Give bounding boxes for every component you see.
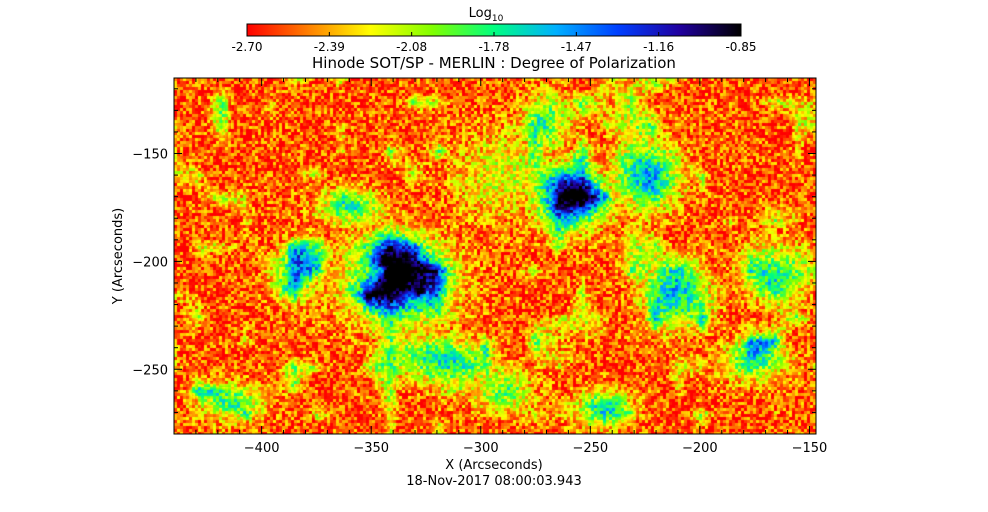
x-axis-label: X (Arcseconds)	[445, 458, 542, 473]
x-tick-label: −350	[353, 441, 389, 456]
plot-frame	[173, 77, 817, 435]
y-tick-label: −200	[132, 255, 168, 270]
timestamp: 18-Nov-2017 08:00:03.943	[406, 474, 582, 489]
colorbar-tick-label: -1.78	[478, 40, 509, 54]
colorbar-ticks: -2.70 -2.39 -2.08 -1.78 -1.47 -1.16 -0.85	[231, 32, 757, 54]
x-tick-label: −250	[572, 441, 608, 456]
x-tick-label: −300	[463, 441, 499, 456]
chart-title: Hinode SOT/SP - MERLIN : Degree of Polar…	[312, 54, 676, 72]
x-tick-label: −400	[244, 441, 280, 456]
heatmap-area	[174, 78, 816, 434]
colorbar-tick-label: -1.47	[561, 40, 592, 54]
y-axis: −150 −200 −250	[132, 88, 816, 413]
colorbar-tick-label: -2.08	[396, 40, 427, 54]
x-tick-label: −150	[792, 441, 828, 456]
colorbar-tick-label: -0.85	[725, 40, 756, 54]
y-tick-label: −250	[132, 363, 168, 378]
colorbar-tick-label: -2.39	[314, 40, 345, 54]
heatmap-image	[174, 78, 816, 434]
colorbar-tick-label: -1.16	[643, 40, 674, 54]
x-tick-label: −200	[682, 441, 718, 456]
colorbar-label: Log10	[469, 6, 504, 24]
y-tick-label: −150	[132, 148, 168, 163]
colorbar-tick-label: -2.70	[231, 40, 262, 54]
x-axis: −400 −350 −300 −250 −200 −150	[195, 78, 828, 456]
y-axis-label: Y (Arcseconds)	[111, 208, 126, 305]
colorbar-label-sub: 10	[492, 14, 504, 24]
colorbar-label-main: Log	[469, 6, 492, 21]
